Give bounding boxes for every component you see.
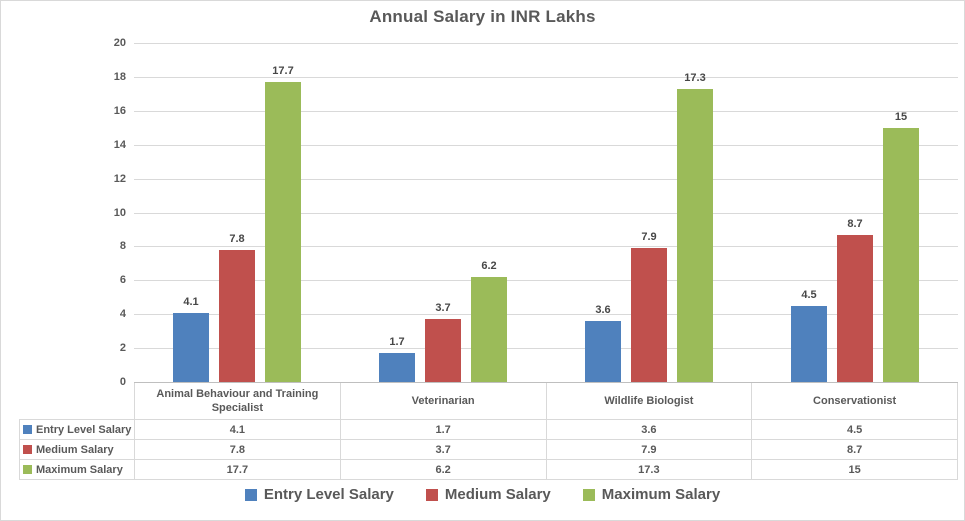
series-marker-icon [23,425,32,434]
bar: 7.8 [219,233,255,382]
bar-groups: 4.1 7.8 17.7 1.7 3.7 6.2 3.6 7.9 17.3 4.5 8.7 15 [134,43,958,382]
category-label: Veterinarian [339,383,546,419]
y-tick-label: 4 [119,308,126,321]
bar-data-label: 3.7 [435,302,451,315]
y-tick-label: 10 [113,206,126,219]
table-row-header: Entry Level Salary [20,420,135,440]
y-tick-label: 18 [113,70,126,83]
gridline [134,314,958,316]
y-tick-label: 14 [113,138,126,151]
series-name: Medium Salary [36,443,114,456]
bar-data-label: 15 [894,110,908,123]
gridline [134,212,958,214]
series-name: Maximum Salary [36,463,123,476]
series-marker-icon [23,445,32,454]
legend-marker-icon [582,488,595,501]
table-value-cell: 7.8 [135,440,341,460]
bar-data-label: 17.7 [272,65,294,77]
gridline [134,144,958,146]
bar-data-label: 7.8 [229,232,245,245]
table-value-cell: 4.1 [135,420,341,440]
bar: 15 [883,111,919,382]
legend-label: Entry Level Salary [263,486,394,503]
table-value-cell: 3.6 [546,420,753,440]
plot-area: 4.1 7.8 17.7 1.7 3.7 6.2 3.6 7.9 17.3 4.5 8.7 15 [134,43,958,382]
y-tick-label: 0 [119,376,126,388]
table-value-cell: 4.5 [752,420,958,440]
table-row: Medium Salary 7.8 3.7 7.9 8.7 [20,440,958,460]
category-label: Wildlife Biologist [545,383,752,419]
bar: 1.7 [379,336,415,382]
bar: 6.2 [471,260,507,382]
gridline [134,110,958,112]
y-tick-label: 20 [113,37,126,49]
table-row-header: Maximum Salary [20,460,135,480]
y-tick-label: 8 [119,240,126,253]
y-tick-label: 2 [119,342,126,355]
table-row: Maximum Salary 17.7 6.2 17.3 15 [20,460,958,480]
bar-data-label: 8.7 [847,217,863,230]
table-value-cell: 1.7 [340,420,547,440]
x-axis: Animal Behaviour and Training Specialist… [134,382,958,419]
gridline [134,246,958,248]
gridline [134,348,958,350]
legend-marker-icon [244,488,257,501]
legend-marker-icon [425,488,438,501]
bar-data-label: 6.2 [481,259,497,272]
table-value-cell: 17.3 [546,460,753,480]
bar-group: 3.6 7.9 17.3 [546,43,752,382]
bar-group: 4.5 8.7 15 [752,43,958,382]
legend-label: Medium Salary [444,486,551,503]
bar: 17.3 [677,72,713,382]
bar-data-label: 4.5 [801,288,817,301]
table-value-cell: 15 [752,460,958,480]
table-value-cell: 3.7 [340,440,547,460]
bar-group: 4.1 7.8 17.7 [134,43,340,382]
bar-data-label: 17.3 [684,71,706,84]
legend-item: Medium Salary [425,486,551,503]
legend-label: Maximum Salary [601,486,721,503]
bar: 3.6 [585,304,621,382]
bar-group: 1.7 3.7 6.2 [340,43,546,382]
gridline [134,280,958,282]
y-tick-label: 12 [113,172,126,185]
bar: 4.1 [173,296,209,382]
category-label: Animal Behaviour and Training Specialist [134,383,340,419]
series-marker-icon [23,465,32,474]
bar-data-label: 7.9 [641,231,657,244]
bar: 17.7 [265,65,301,382]
y-tick-label: 16 [113,104,126,117]
legend-item: Maximum Salary [582,486,721,503]
y-tick-label: 6 [119,274,126,287]
gridline [134,76,958,78]
series-name: Entry Level Salary [36,423,132,436]
table-row-header: Medium Salary [20,440,135,460]
data-table: Entry Level Salary 4.1 1.7 3.6 4.5 Medium Sal… [19,419,958,480]
table-value-cell: 8.7 [752,440,958,460]
gridline [134,178,958,180]
bar: 3.7 [425,302,461,382]
table-value-cell: 7.9 [546,440,753,460]
table-row: Entry Level Salary 4.1 1.7 3.6 4.5 [20,420,958,440]
bar-data-label: 4.1 [183,295,199,308]
table-value-cell: 6.2 [340,460,547,480]
bar: 4.5 [791,289,827,382]
legend-item: Entry Level Salary [244,486,394,503]
category-label: Conservationist [751,383,958,419]
bar-data-label: 1.7 [389,336,405,349]
bar-data-label: 3.6 [595,303,611,316]
gridline [134,43,958,44]
table-value-cell: 17.7 [135,460,341,480]
legend: Entry Level Salary Medium Salary Maximum S… [1,486,964,503]
bar: 8.7 [837,218,873,382]
bar: 7.9 [631,231,667,382]
chart-title: Annual Salary in INR Lakhs [369,7,596,26]
